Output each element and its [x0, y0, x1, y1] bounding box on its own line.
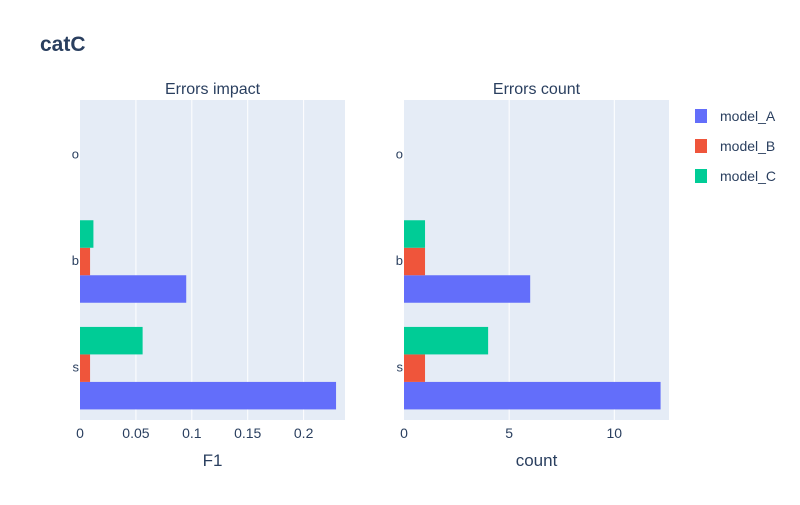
bar-model_A-s	[80, 381, 337, 410]
y-tick-label: b	[396, 253, 403, 268]
subplot-title: Errors count	[493, 81, 581, 98]
bar-model_B-b	[404, 247, 426, 276]
bar-model_B-b	[80, 247, 91, 276]
legend-label-model_B: model_B	[720, 138, 775, 154]
x-axis-label: count	[516, 451, 558, 470]
plot-area	[80, 100, 345, 420]
legend: model_A model_B model_C	[695, 108, 776, 184]
y-tick-label: s	[397, 360, 404, 375]
legend-label-model_C: model_C	[720, 168, 776, 184]
bar-model_B-s	[80, 354, 91, 382]
x-tick-label: 5	[505, 425, 513, 441]
bar-model_C-s	[404, 326, 489, 355]
legend-swatch-model_A	[695, 109, 707, 123]
legend-item-model_A: model_A	[695, 108, 776, 124]
bar-model_A-b	[80, 275, 187, 303]
bar-model_C-b	[80, 220, 94, 248]
bar-model_A-b	[404, 275, 531, 303]
subplot-2: 0 5 10 s b o Errors count count	[396, 81, 669, 470]
bar-model_A-s	[404, 381, 661, 410]
x-tick-label: 0	[400, 425, 408, 441]
y-tick-label: s	[73, 360, 80, 375]
subplot-title: Errors impact	[165, 81, 261, 98]
figure-title: catC	[40, 33, 86, 56]
legend-swatch-model_C	[695, 169, 707, 183]
bar-model_B-s	[404, 354, 426, 382]
x-tick-label: 10	[607, 425, 623, 441]
legend-item-model_B: model_B	[695, 138, 775, 154]
subplots: 0 0.05 0.1 0.15 0.2 s b o Errors impact F1 0 5 10 s b o…	[72, 81, 669, 470]
subplot-1: 0 0.05 0.1 0.15 0.2 s b o Errors impact F1	[72, 81, 345, 470]
plot-area	[404, 100, 669, 420]
x-tick-label: 0.15	[234, 425, 261, 441]
y-tick-label: b	[72, 253, 79, 268]
y-tick-label: o	[72, 146, 79, 161]
x-tick-label: 0.05	[122, 425, 149, 441]
legend-label-model_A: model_A	[720, 108, 776, 124]
x-tick-label: 0.2	[294, 425, 314, 441]
bar-model_C-b	[404, 220, 426, 248]
y-tick-label: o	[396, 146, 403, 161]
legend-item-model_C: model_C	[695, 168, 776, 184]
legend-swatch-model_B	[695, 139, 707, 153]
bar-model_C-s	[80, 326, 143, 355]
x-tick-label: 0	[76, 425, 84, 441]
x-axis-label: F1	[203, 451, 223, 470]
x-tick-label: 0.1	[182, 425, 202, 441]
